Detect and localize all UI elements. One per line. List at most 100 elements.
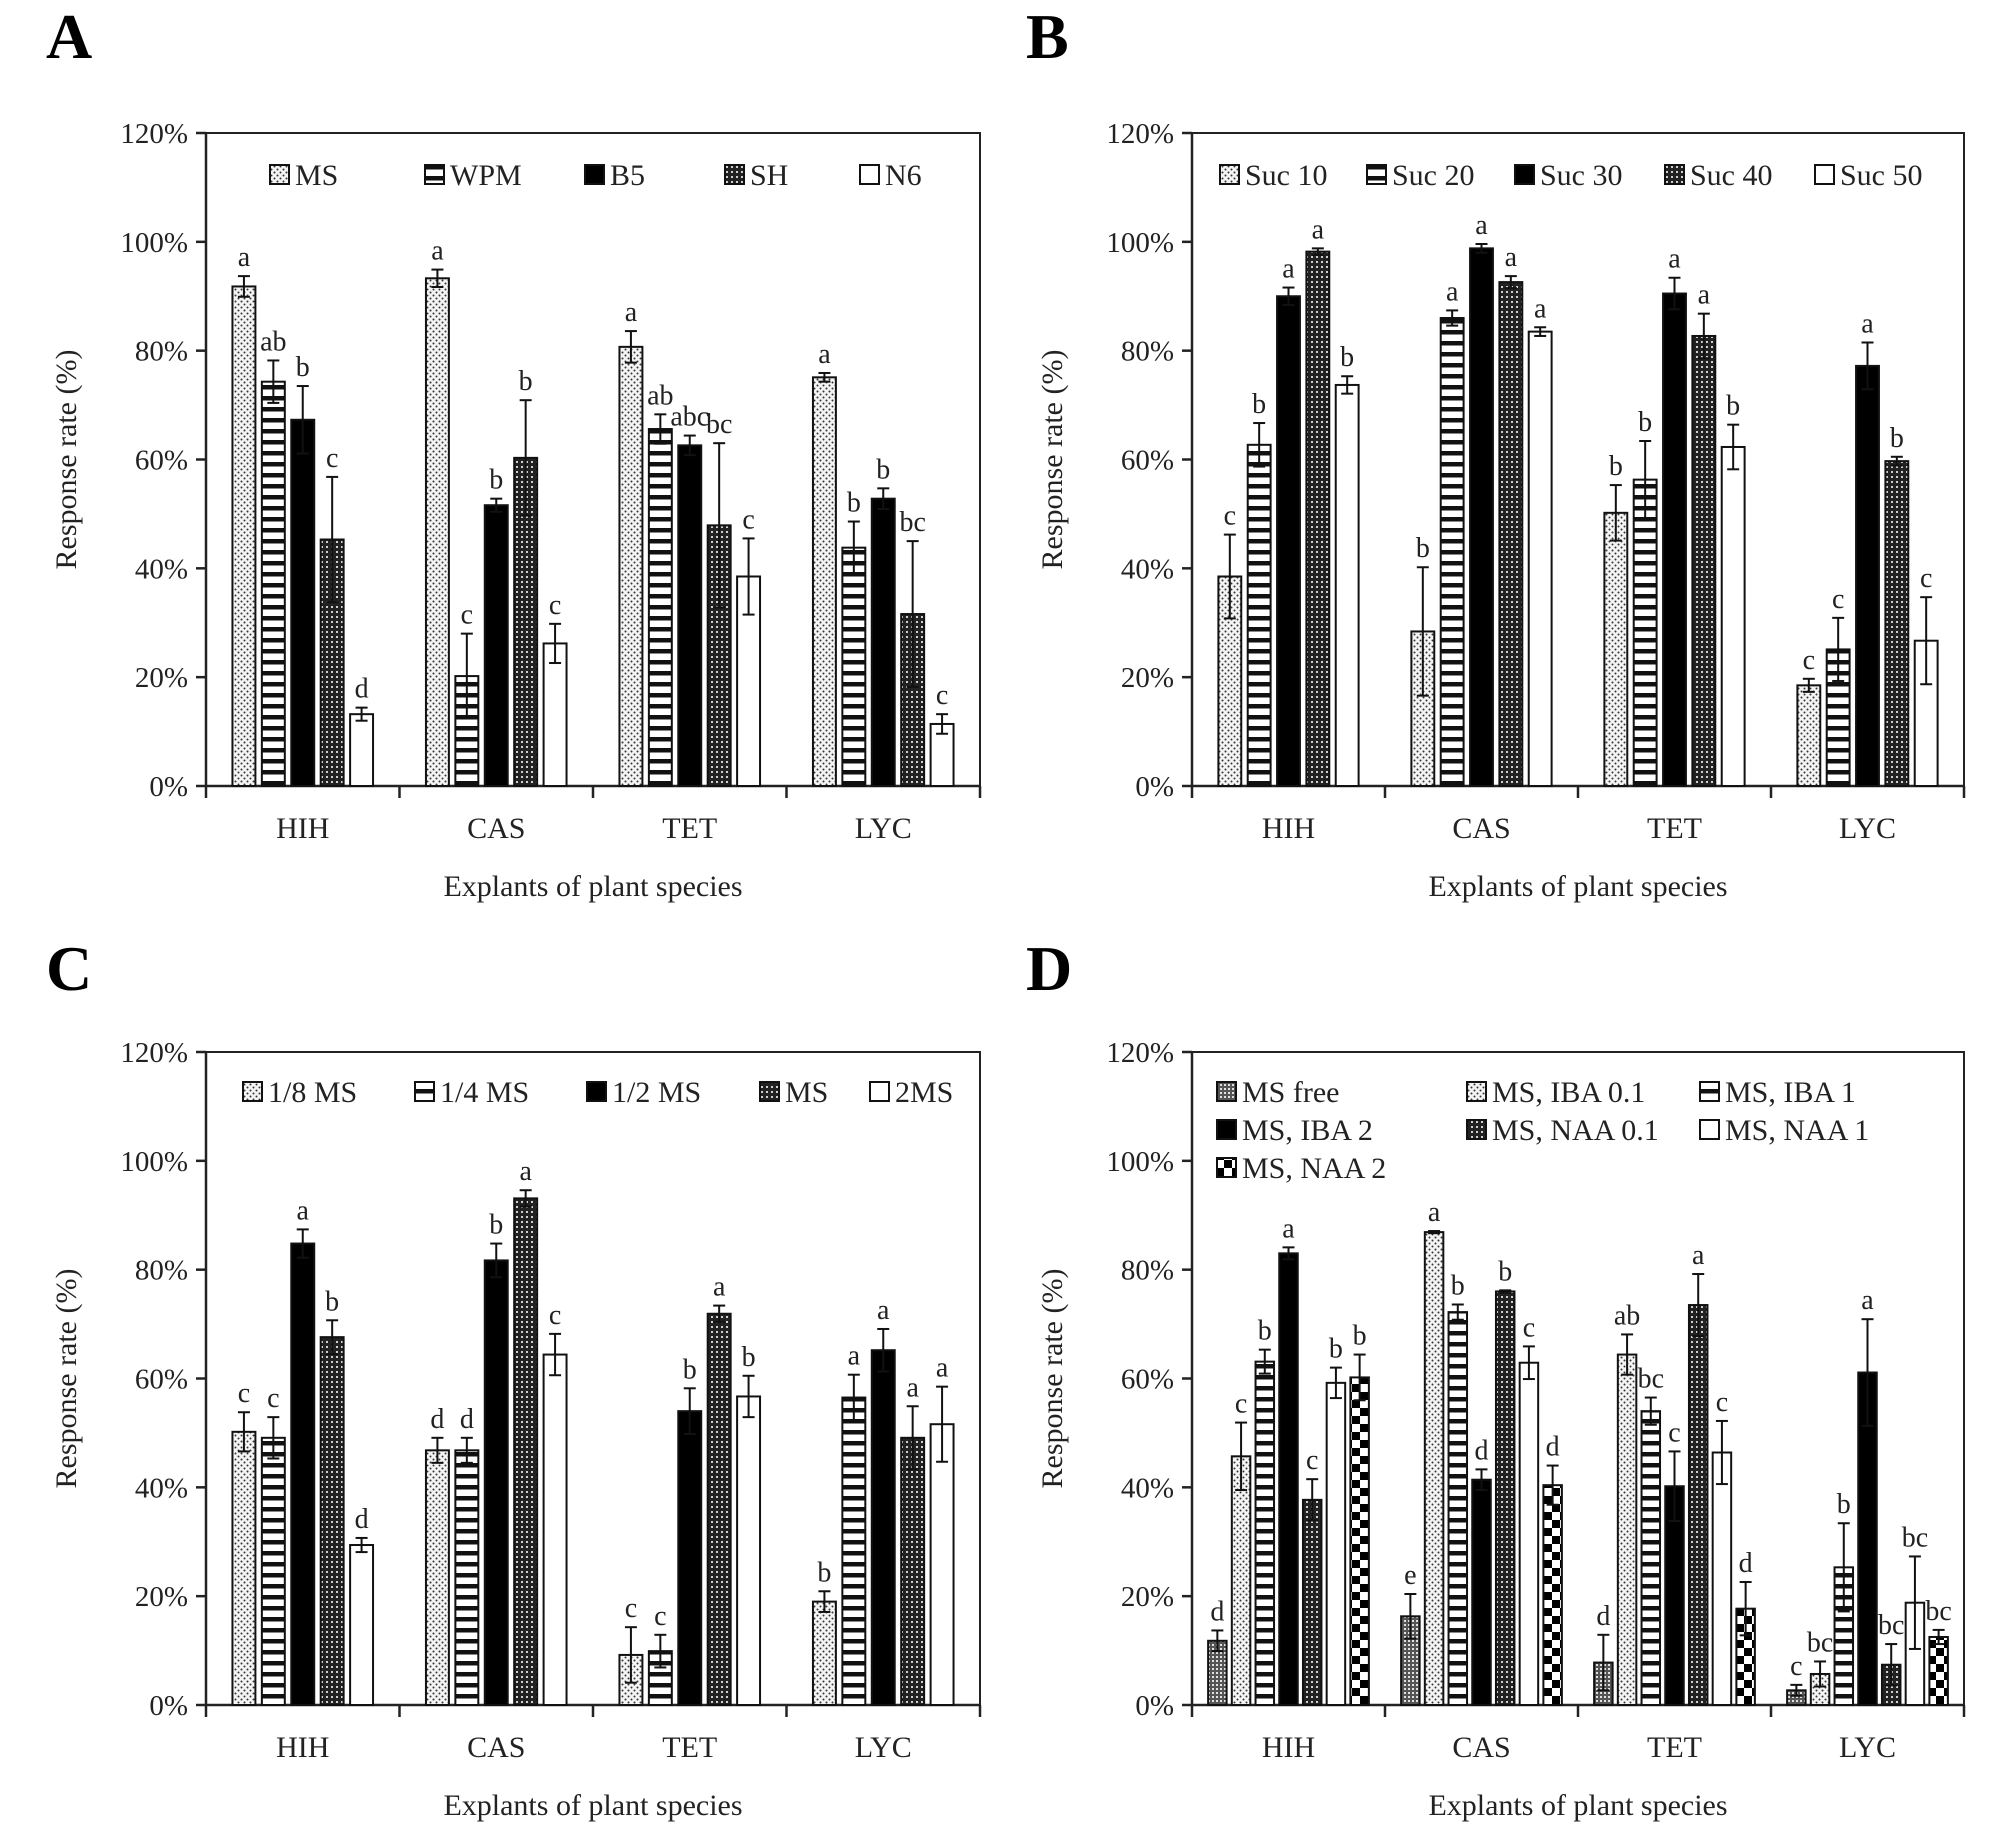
error-bar [1258,1348,1271,1375]
error-bar [936,713,949,735]
significance-letter: a [1282,254,1295,285]
significance-letter: a [1692,1240,1705,1271]
legend-swatch [1664,164,1685,185]
y-tick-label: 80% [135,336,188,368]
error-bar [460,632,473,720]
y-tick-label: 0% [1135,771,1174,803]
significance-letter: c [1920,563,1932,594]
error-bar [1668,1450,1681,1523]
legend-item: 2MS [869,1076,953,1109]
y-tick-label: 120% [1106,1037,1174,1069]
significance-letter: c [1235,1389,1247,1420]
significance-letter: c [1523,1312,1535,1343]
bar-ms-naa-1-hih [1325,1381,1347,1707]
legend-label: 2MS [895,1076,953,1109]
significance-letter: b [519,366,533,397]
significance-letter: a [1428,1197,1441,1228]
significance-letter: b [1451,1270,1465,1301]
error-bar [1253,422,1266,468]
significance-letter: a [431,236,444,267]
significance-letter: c [549,590,561,621]
significance-letter: a [1534,293,1547,324]
bar-ms-naa-2-hih [1349,1376,1370,1706]
significance-letter: b [876,454,890,485]
significance-letter: d [355,1504,369,1535]
significance-letter: a [936,1353,949,1384]
legend-label: MS [295,159,338,192]
significance-letter: a [297,1195,310,1226]
legend-label: 1/2 MS [612,1076,701,1109]
y-axis-title: Response rate (%) [50,1269,83,1489]
legend-swatch [1699,1119,1720,1140]
y-tick-label: 100% [120,227,188,259]
y-tick-label: 20% [1121,1581,1174,1613]
significance-letter: b [1837,1489,1851,1520]
legend-swatch [1466,1081,1487,1102]
significance-letter: b [1252,389,1266,420]
error-bar [906,540,919,688]
error-bar [1908,1555,1921,1650]
bar-suc-10-lyc [1796,684,1822,787]
significance-letter: c [742,504,754,535]
x-tick-label: HIH [276,812,329,845]
error-bar [355,706,368,722]
significance-letter: c [936,680,948,711]
error-bar [1534,326,1547,337]
error-bar [549,622,562,665]
bar-ms-iba-0-1-hih [1230,1455,1252,1706]
error-bar [1715,1419,1728,1486]
error-bar [549,1332,562,1377]
significance-letter: c [461,600,473,631]
significance-letter: c [238,1378,250,1409]
legend-swatch [1699,1081,1720,1102]
bar-wpm-tet [647,428,673,787]
legend-item: MS [269,159,338,192]
error-bar [1446,309,1459,327]
bar-suc-40-lyc [1884,460,1910,787]
significance-letter: a [1505,242,1518,273]
error-bar [1282,1246,1295,1261]
error-bar [1621,1333,1634,1376]
error-bar [742,1374,755,1419]
error-bar [519,399,532,517]
x-tick-label: LYC [1839,1731,1896,1764]
x-tick-label: LYC [855,1731,912,1764]
legend-item: MS, IBA 1 [1699,1076,1856,1109]
x-tick-label: TET [662,1731,717,1764]
error-bar [1428,1230,1441,1235]
legend-swatch [242,1081,263,1102]
error-bar [1451,1303,1464,1321]
error-bar [624,1626,637,1684]
panel-letter: C [46,933,92,1004]
bar-ms-tet [706,1312,732,1706]
x-tick-label: LYC [855,812,912,845]
legend-swatch [1366,164,1387,185]
bar-ms-iba-1-cas [1447,1311,1469,1707]
x-tick-label: CAS [467,1731,525,1764]
significance-letter: c [1306,1445,1318,1476]
legend: Suc 10 Suc 20 Suc 30 Suc 40 Suc 50 [1219,159,1923,192]
bar-2ms-lyc [929,1423,955,1706]
legend-item: Suc 30 [1514,159,1623,192]
error-bar [1644,1396,1657,1426]
x-tick-label: TET [1647,1731,1702,1764]
error-bar [1546,1464,1559,1506]
significance-letter: a [906,1372,919,1403]
bar-suc-30-cas [1469,247,1494,787]
error-bar [1837,1522,1850,1613]
x-tick-label: HIH [276,1731,329,1764]
significance-letter: d [1596,1601,1610,1632]
significance-letter: a [818,339,831,370]
x-axis-title: Explants of plant species [1428,1789,1727,1822]
error-bar [847,520,860,575]
significance-letter: b [1638,407,1652,438]
significance-letter: b [1726,391,1740,422]
error-bar [654,413,667,445]
legend-swatch [586,1081,607,1102]
error-bar [1814,1660,1827,1688]
panel-letter: B [1026,1,1069,72]
x-axis-title: Explants of plant species [443,870,742,903]
legend-swatch [859,164,880,185]
bar-ms-hih [319,1336,345,1706]
error-bar [431,1436,444,1464]
